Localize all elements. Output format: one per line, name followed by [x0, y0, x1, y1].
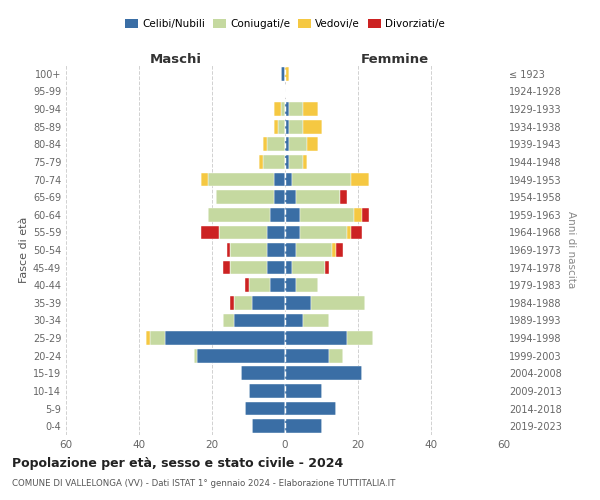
Text: Femmine: Femmine	[361, 53, 428, 66]
Bar	[285, 402, 336, 415]
Legend: Celibi/Nubili, Coniugati/e, Vedovi/e, Divorziati/e: Celibi/Nubili, Coniugati/e, Vedovi/e, Di…	[121, 14, 449, 34]
Bar	[252, 420, 285, 433]
Bar	[350, 172, 369, 186]
Bar	[285, 420, 322, 433]
Bar	[194, 349, 197, 362]
Bar	[248, 278, 271, 292]
Bar	[241, 366, 285, 380]
Bar	[340, 190, 347, 204]
Bar	[285, 296, 311, 310]
Bar	[332, 243, 336, 257]
Bar	[234, 296, 252, 310]
Bar	[220, 226, 267, 239]
Bar	[285, 331, 347, 345]
Bar	[252, 296, 285, 310]
Bar	[347, 226, 350, 239]
Text: Maschi: Maschi	[149, 53, 202, 66]
Bar	[285, 155, 289, 169]
Bar	[299, 226, 347, 239]
Bar	[289, 102, 303, 116]
Bar	[285, 208, 299, 222]
Text: COMUNE DI VALLELONGA (VV) - Dati ISTAT 1° gennaio 2024 - Elaborazione TUTTITALIA: COMUNE DI VALLELONGA (VV) - Dati ISTAT 1…	[12, 479, 395, 488]
Bar	[274, 190, 285, 204]
Bar	[285, 278, 296, 292]
Bar	[267, 138, 285, 151]
Bar	[267, 260, 285, 274]
Bar	[267, 226, 285, 239]
Bar	[150, 331, 164, 345]
Bar	[289, 155, 303, 169]
Bar	[285, 67, 289, 80]
Bar	[303, 155, 307, 169]
Bar	[208, 172, 274, 186]
Bar	[303, 314, 329, 328]
Bar	[285, 190, 296, 204]
Bar	[215, 190, 274, 204]
Bar	[164, 331, 285, 345]
Bar	[271, 208, 285, 222]
Bar	[285, 349, 329, 362]
Bar	[285, 384, 322, 398]
Bar	[362, 208, 369, 222]
Bar	[259, 155, 263, 169]
Bar	[303, 102, 318, 116]
Bar	[234, 314, 285, 328]
Bar	[201, 226, 220, 239]
Bar	[285, 366, 362, 380]
Bar	[245, 402, 285, 415]
Text: Popolazione per età, sesso e stato civile - 2024: Popolazione per età, sesso e stato civil…	[12, 458, 343, 470]
Bar	[201, 172, 208, 186]
Bar	[274, 102, 281, 116]
Bar	[299, 208, 355, 222]
Bar	[223, 314, 234, 328]
Bar	[285, 138, 289, 151]
Bar	[285, 172, 292, 186]
Bar	[289, 138, 307, 151]
Bar	[267, 243, 285, 257]
Bar	[292, 172, 350, 186]
Bar	[325, 260, 329, 274]
Bar	[208, 208, 271, 222]
Bar	[274, 120, 278, 134]
Bar	[329, 349, 343, 362]
Bar	[230, 243, 267, 257]
Bar	[289, 120, 303, 134]
Bar	[285, 120, 289, 134]
Bar	[355, 208, 362, 222]
Bar	[281, 67, 285, 80]
Bar	[230, 260, 267, 274]
Bar	[285, 314, 303, 328]
Bar	[285, 260, 292, 274]
Bar	[296, 190, 340, 204]
Y-axis label: Fasce di età: Fasce di età	[19, 217, 29, 283]
Bar	[296, 243, 332, 257]
Y-axis label: Anni di nascita: Anni di nascita	[566, 212, 575, 288]
Bar	[248, 384, 285, 398]
Bar	[285, 102, 289, 116]
Bar	[311, 296, 365, 310]
Bar	[303, 120, 322, 134]
Bar	[263, 155, 285, 169]
Bar	[223, 260, 230, 274]
Bar	[292, 260, 325, 274]
Bar	[230, 296, 234, 310]
Bar	[307, 138, 318, 151]
Bar	[285, 243, 296, 257]
Bar	[350, 226, 362, 239]
Bar	[271, 278, 285, 292]
Bar	[263, 138, 267, 151]
Bar	[296, 278, 318, 292]
Bar	[274, 172, 285, 186]
Bar	[281, 102, 285, 116]
Bar	[285, 226, 299, 239]
Bar	[146, 331, 150, 345]
Bar	[278, 120, 285, 134]
Bar	[197, 349, 285, 362]
Bar	[347, 331, 373, 345]
Bar	[245, 278, 248, 292]
Bar	[336, 243, 343, 257]
Bar	[227, 243, 230, 257]
